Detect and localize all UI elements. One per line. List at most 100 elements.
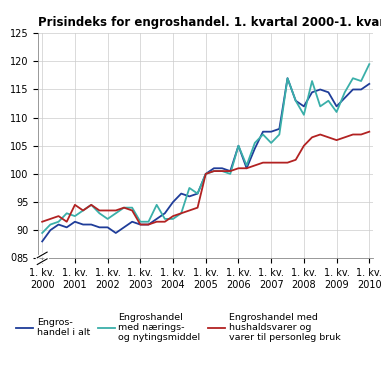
Engroshandel med
hushaldsvarer og
varer til personleg bruk	[211, 169, 216, 173]
Engroshandel
med nærings-
og nytingsmiddel	[359, 79, 363, 83]
Engroshandel
med nærings-
og nytingsmiddel	[163, 217, 167, 221]
Engroshandel
med nærings-
og nytingsmiddel	[318, 104, 322, 108]
Engros-
handel i alt	[122, 225, 126, 230]
Engroshandel
med nærings-
og nytingsmiddel	[367, 62, 371, 66]
Engroshandel med
hushaldsvarer og
varer til personleg bruk	[228, 169, 232, 173]
Engros-
handel i alt	[187, 194, 192, 199]
Engroshandel
med nærings-
og nytingsmiddel	[343, 90, 347, 94]
Engroshandel med
hushaldsvarer og
varer til personleg bruk	[367, 130, 371, 134]
Engroshandel
med nærings-
og nytingsmiddel	[293, 99, 298, 103]
Line: Engroshandel
med nærings-
og nytingsmiddel: Engroshandel med nærings- og nytingsmidd…	[42, 64, 369, 233]
Engros-
handel i alt	[56, 222, 61, 227]
Engroshandel med
hushaldsvarer og
varer til personleg bruk	[105, 208, 110, 213]
Engroshandel
med nærings-
og nytingsmiddel	[179, 211, 184, 215]
Line: Engros-
handel i alt: Engros- handel i alt	[42, 78, 369, 241]
Engroshandel med
hushaldsvarer og
varer til personleg bruk	[261, 161, 265, 165]
Engroshandel
med nærings-
og nytingsmiddel	[310, 79, 314, 83]
Engros-
handel i alt	[40, 239, 45, 244]
Engros-
handel i alt	[236, 144, 241, 148]
Engros-
handel i alt	[163, 211, 167, 215]
Engroshandel
med nærings-
og nytingsmiddel	[220, 169, 224, 173]
Engros-
handel i alt	[293, 99, 298, 103]
Engros-
handel i alt	[269, 130, 274, 134]
Engroshandel
med nærings-
og nytingsmiddel	[203, 172, 208, 176]
Engroshandel
med nærings-
og nytingsmiddel	[122, 206, 126, 210]
Engroshandel med
hushaldsvarer og
varer til personleg bruk	[326, 135, 331, 139]
Engroshandel med
hushaldsvarer og
varer til personleg bruk	[122, 206, 126, 210]
Engroshandel
med nærings-
og nytingsmiddel	[302, 113, 306, 117]
Engros-
handel i alt	[154, 217, 159, 221]
Engroshandel med
hushaldsvarer og
varer til personleg bruk	[56, 214, 61, 218]
Engroshandel
med nærings-
og nytingsmiddel	[81, 208, 85, 213]
Engroshandel med
hushaldsvarer og
varer til personleg bruk	[203, 172, 208, 176]
Engros-
handel i alt	[220, 166, 224, 170]
Engroshandel
med nærings-
og nytingsmiddel	[105, 217, 110, 221]
Text: 0: 0	[10, 253, 16, 263]
Engroshandel
med nærings-
og nytingsmiddel	[334, 110, 339, 114]
Engros-
handel i alt	[326, 90, 331, 94]
Engros-
handel i alt	[367, 82, 371, 86]
Engroshandel med
hushaldsvarer og
varer til personleg bruk	[64, 220, 69, 224]
Engroshandel med
hushaldsvarer og
varer til personleg bruk	[236, 166, 241, 170]
Engroshandel
med nærings-
og nytingsmiddel	[326, 99, 331, 103]
Engroshandel med
hushaldsvarer og
varer til personleg bruk	[302, 144, 306, 148]
Engros-
handel i alt	[105, 225, 110, 230]
Engroshandel med
hushaldsvarer og
varer til personleg bruk	[89, 203, 94, 207]
Engroshandel med
hushaldsvarer og
varer til personleg bruk	[97, 208, 102, 213]
Engroshandel med
hushaldsvarer og
varer til personleg bruk	[253, 163, 257, 168]
Engroshandel med
hushaldsvarer og
varer til personleg bruk	[310, 135, 314, 139]
Engroshandel
med nærings-
og nytingsmiddel	[244, 163, 249, 168]
Engros-
handel i alt	[211, 166, 216, 170]
Engroshandel
med nærings-
og nytingsmiddel	[277, 132, 282, 137]
Engroshandel med
hushaldsvarer og
varer til personleg bruk	[114, 208, 118, 213]
Engroshandel
med nærings-
og nytingsmiddel	[236, 144, 241, 148]
Engroshandel
med nærings-
og nytingsmiddel	[97, 211, 102, 215]
Text: Prisindeks for engroshandel. 1. kvartal 2000-1. kvartal 2010: Prisindeks for engroshandel. 1. kvartal …	[38, 16, 381, 29]
Engros-
handel i alt	[277, 127, 282, 131]
Engroshandel
med nærings-
og nytingsmiddel	[187, 186, 192, 190]
Engroshandel med
hushaldsvarer og
varer til personleg bruk	[138, 222, 142, 227]
Engros-
handel i alt	[89, 222, 94, 227]
Engros-
handel i alt	[130, 220, 134, 224]
Engroshandel med
hushaldsvarer og
varer til personleg bruk	[334, 138, 339, 142]
Engros-
handel i alt	[302, 104, 306, 108]
Engroshandel
med nærings-
og nytingsmiddel	[269, 141, 274, 145]
Engroshandel
med nærings-
og nytingsmiddel	[40, 231, 45, 235]
Engroshandel
med nærings-
og nytingsmiddel	[146, 220, 151, 224]
Engros-
handel i alt	[146, 222, 151, 227]
Engroshandel med
hushaldsvarer og
varer til personleg bruk	[187, 208, 192, 213]
Engroshandel
med nærings-
og nytingsmiddel	[130, 206, 134, 210]
Engros-
handel i alt	[48, 228, 53, 232]
Engroshandel med
hushaldsvarer og
varer til personleg bruk	[163, 220, 167, 224]
Engroshandel
med nærings-
og nytingsmiddel	[261, 132, 265, 137]
Engroshandel med
hushaldsvarer og
varer til personleg bruk	[171, 214, 175, 218]
Engroshandel med
hushaldsvarer og
varer til personleg bruk	[277, 161, 282, 165]
Engroshandel med
hushaldsvarer og
varer til personleg bruk	[244, 166, 249, 170]
Engroshandel
med nærings-
og nytingsmiddel	[48, 222, 53, 227]
Engros-
handel i alt	[334, 104, 339, 108]
Engroshandel med
hushaldsvarer og
varer til personleg bruk	[73, 203, 77, 207]
Engroshandel med
hushaldsvarer og
varer til personleg bruk	[81, 208, 85, 213]
Engros-
handel i alt	[359, 87, 363, 92]
Engros-
handel i alt	[179, 192, 184, 196]
Engros-
handel i alt	[228, 169, 232, 173]
Engros-
handel i alt	[138, 222, 142, 227]
Engroshandel
med nærings-
og nytingsmiddel	[89, 203, 94, 207]
Engros-
handel i alt	[171, 200, 175, 204]
Engroshandel med
hushaldsvarer og
varer til personleg bruk	[285, 161, 290, 165]
Engroshandel med
hushaldsvarer og
varer til personleg bruk	[220, 169, 224, 173]
Engroshandel
med nærings-
og nytingsmiddel	[195, 192, 200, 196]
Engroshandel
med nærings-
og nytingsmiddel	[228, 172, 232, 176]
Engros-
handel i alt	[253, 146, 257, 151]
Engros-
handel i alt	[203, 172, 208, 176]
Engros-
handel i alt	[73, 220, 77, 224]
Engroshandel med
hushaldsvarer og
varer til personleg bruk	[146, 222, 151, 227]
Engroshandel
med nærings-
og nytingsmiddel	[154, 203, 159, 207]
Engroshandel med
hushaldsvarer og
varer til personleg bruk	[130, 208, 134, 213]
Legend: Engros-
handel i alt, Engroshandel
med nærings-
og nytingsmiddel, Engroshandel m: Engros- handel i alt, Engroshandel med n…	[16, 313, 341, 342]
Engroshandel
med nærings-
og nytingsmiddel	[56, 220, 61, 224]
Engroshandel med
hushaldsvarer og
varer til personleg bruk	[318, 132, 322, 137]
Engroshandel med
hushaldsvarer og
varer til personleg bruk	[359, 132, 363, 137]
Engroshandel
med nærings-
og nytingsmiddel	[73, 214, 77, 218]
Engros-
handel i alt	[195, 192, 200, 196]
